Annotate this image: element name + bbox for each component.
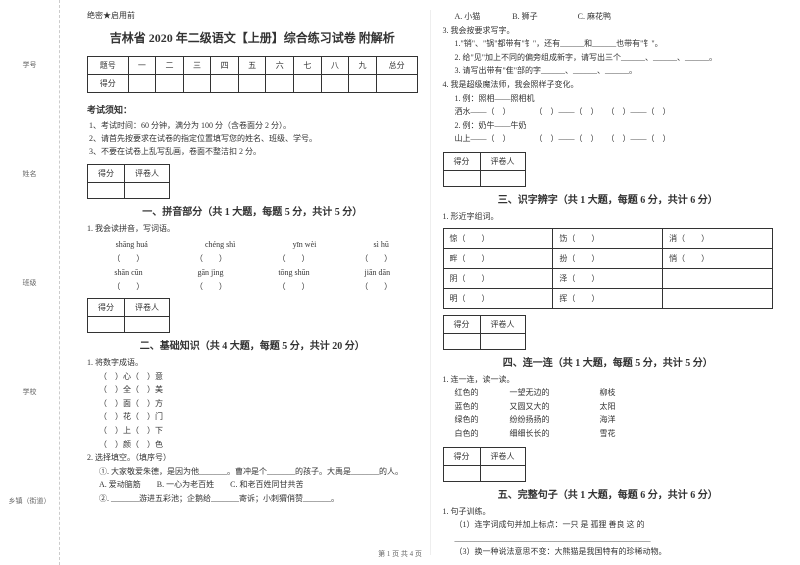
question-text: 4. 我是超级魔法师，我会照样子变化。 bbox=[443, 78, 774, 92]
question-text: 1. 连一连，读一读。 bbox=[443, 373, 774, 387]
grader-table: 得分评卷人 bbox=[443, 315, 526, 350]
notice-heading: 考试须知： bbox=[87, 103, 418, 116]
question-text: 3. 我会按要求写字。 bbox=[443, 24, 774, 38]
exam-title: 吉林省 2020 年二级语文【上册】综合练习试卷 附解析 bbox=[87, 29, 418, 46]
grader-table: 得分评卷人 bbox=[443, 447, 526, 482]
side-label: 乡镇（街道） bbox=[9, 496, 51, 506]
notice-item: 1、考试时间：60 分钟，满分为 100 分（含卷面分 2 分）。 bbox=[89, 120, 418, 133]
grader-table: 得分评卷人 bbox=[443, 152, 526, 187]
page-footer: 第 1 页 共 4 页 bbox=[0, 549, 800, 559]
page-content: 绝密★启用前 吉林省 2020 年二级语文【上册】综合练习试卷 附解析 题号 一… bbox=[60, 0, 800, 565]
table-row: 得分 bbox=[88, 75, 418, 93]
question-text: 1. 形近字组词。 bbox=[443, 210, 774, 224]
notice-item: 3、不要在试卷上乱写乱画，卷面不整洁扣 2 分。 bbox=[89, 146, 418, 159]
row-label: 得分 bbox=[88, 75, 129, 93]
side-label: 班级 bbox=[23, 278, 37, 288]
side-label: 姓名 bbox=[23, 169, 37, 179]
grader-table: 得分评卷人 bbox=[87, 164, 170, 199]
section-1-title: 一、拼音部分（共 1 大题，每题 5 分，共计 5 分） bbox=[87, 203, 418, 218]
question-text: 1. 句子训练。 bbox=[443, 505, 774, 519]
left-column: 绝密★启用前 吉林省 2020 年二级语文【上册】综合练习试卷 附解析 题号 一… bbox=[75, 10, 431, 555]
side-label: 学号 bbox=[23, 60, 37, 70]
question-text: 1. 将数字成语。 bbox=[87, 356, 418, 370]
table-row: 题号 一 二 三 四 五 六 七 八 九 总分 bbox=[88, 57, 418, 75]
section-5-title: 五、完整句子（共 1 大题，每题 6 分，共计 6 分） bbox=[443, 486, 774, 501]
section-4-title: 四、连一连（共 1 大题，每题 5 分，共计 5 分） bbox=[443, 354, 774, 369]
section-2-title: 二、基础知识（共 4 大题，每题 5 分，共计 20 分） bbox=[87, 337, 418, 352]
row-label: 题号 bbox=[88, 57, 129, 75]
question-text: 1. 我会读拼音，写词语。 bbox=[87, 222, 418, 236]
pinyin-row: shāng huá chéng shì yīn wèi sì hū bbox=[87, 240, 418, 249]
right-column: A. 小猫 B. 狮子 C. 麻花鸭 3. 我会按要求写字。 1."销"、"锅"… bbox=[431, 10, 786, 555]
section-3-title: 三、识字辨字（共 1 大题，每题 6 分，共计 6 分） bbox=[443, 191, 774, 206]
question-text: 2. 选择填空。（填序号） bbox=[87, 451, 418, 465]
grader-table: 得分评卷人 bbox=[87, 298, 170, 333]
options-line: A. 小猫 B. 狮子 C. 麻花鸭 bbox=[443, 10, 774, 24]
notice-list: 1、考试时间：60 分钟，满分为 100 分（含卷面分 2 分）。 2、请首先按… bbox=[87, 120, 418, 158]
pinyin-row: shān cūn gān jìng tōng shūn jiān dān bbox=[87, 268, 418, 277]
notice-item: 2、请首先按要求在试卷的指定位置填写您的姓名、班级、学号。 bbox=[89, 133, 418, 146]
binding-margin: 学号 姓名 班级 学校 乡镇（街道） bbox=[0, 0, 60, 565]
score-table: 题号 一 二 三 四 五 六 七 八 九 总分 得分 bbox=[87, 56, 418, 93]
side-label: 学校 bbox=[23, 387, 37, 397]
char-table: 惊（ ）饬（ ）消（ ） 畔（ ）扮（ ）悄（ ） 阴（ ）泽（ ） 明（ ）挥… bbox=[443, 228, 774, 309]
confidential-mark: 绝密★启用前 bbox=[87, 10, 418, 21]
